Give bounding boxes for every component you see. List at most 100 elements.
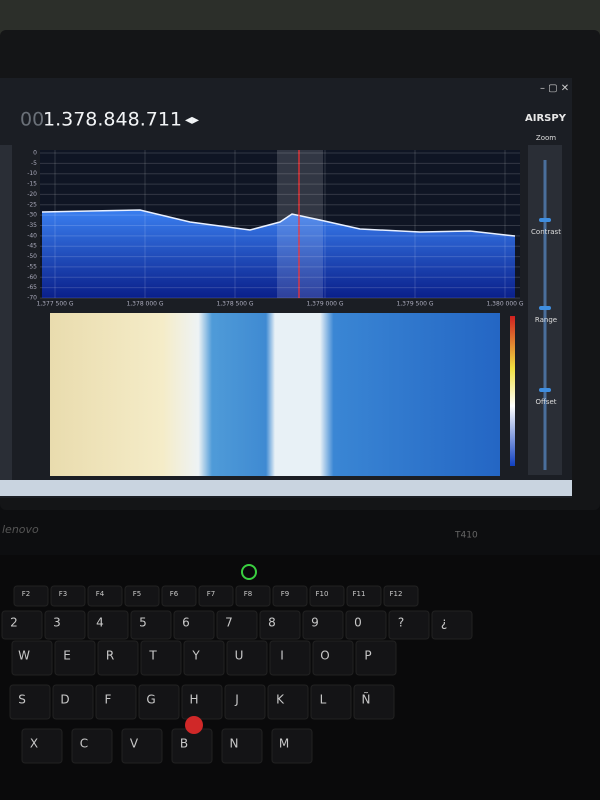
key[interactable] — [1, 610, 43, 640]
key-label: G — [146, 693, 155, 707]
key[interactable] — [383, 585, 419, 607]
key[interactable] — [54, 640, 96, 676]
key-label: S — [18, 693, 26, 707]
key-label: F12 — [390, 590, 403, 598]
key[interactable] — [235, 585, 271, 607]
key-label: 6 — [182, 616, 190, 630]
key-label: F11 — [353, 590, 366, 598]
key[interactable] — [97, 640, 139, 676]
key[interactable] — [140, 640, 182, 676]
logo: AIRSPY — [525, 113, 567, 124]
key[interactable] — [87, 610, 129, 640]
trackpoint[interactable] — [185, 716, 203, 734]
key-label: N — [230, 737, 239, 751]
key-label: 9 — [311, 616, 319, 630]
side-label: Range — [535, 316, 557, 324]
key-label: U — [235, 649, 244, 663]
spectrum-fill — [42, 210, 515, 298]
key-label: F9 — [281, 590, 289, 598]
key[interactable] — [11, 640, 53, 676]
x-label: 1,380 000 G — [486, 301, 523, 308]
key[interactable] — [272, 585, 308, 607]
slider-thumb[interactable] — [539, 388, 551, 392]
key[interactable] — [138, 684, 180, 720]
key-label: E — [63, 649, 71, 663]
key[interactable] — [345, 610, 387, 640]
key[interactable] — [173, 610, 215, 640]
key[interactable] — [269, 640, 311, 676]
key[interactable] — [52, 684, 94, 720]
key[interactable] — [124, 585, 160, 607]
key-label: V — [130, 737, 139, 751]
key[interactable] — [226, 640, 268, 676]
y-label: -60 — [27, 274, 37, 281]
waterfall — [50, 313, 500, 476]
y-label: -70 — [27, 295, 37, 302]
key-label: F5 — [133, 590, 141, 598]
tuning-arrows[interactable]: ◂▸ — [185, 112, 199, 128]
slider-thumb[interactable] — [539, 218, 551, 222]
spectrum-trace — [41, 209, 516, 237]
key[interactable] — [353, 684, 395, 720]
key[interactable] — [224, 684, 266, 720]
key[interactable] — [312, 640, 354, 676]
model: T410 — [454, 531, 478, 541]
key-label: F6 — [170, 590, 179, 598]
key[interactable] — [302, 610, 344, 640]
key-label: F — [105, 693, 112, 707]
key-label: Y — [191, 649, 200, 663]
filter-band[interactable] — [277, 150, 323, 298]
y-label: -45 — [27, 243, 37, 250]
key-label: W — [18, 649, 30, 663]
key[interactable] — [171, 728, 213, 764]
key-label: H — [189, 693, 198, 707]
key-label: I — [280, 649, 284, 663]
key-label: O — [320, 649, 329, 663]
x-label: 1,377 500 G — [36, 301, 73, 308]
y-label: -30 — [27, 212, 37, 219]
key[interactable] — [309, 585, 345, 607]
slider-thumb[interactable] — [539, 306, 551, 310]
y-label: -20 — [27, 191, 37, 198]
key[interactable] — [198, 585, 234, 607]
key[interactable] — [388, 610, 430, 640]
key[interactable] — [221, 728, 263, 764]
key[interactable] — [9, 684, 51, 720]
spectrum-labels: 0 -5 -10 -15 -20 -25 -30 -35 -40 -45 -50 -55 -60 -65 -… — [27, 150, 524, 308]
key-label: J — [234, 693, 239, 707]
key[interactable] — [21, 728, 63, 764]
key[interactable] — [87, 585, 123, 607]
key-label: P — [364, 649, 371, 663]
key[interactable] — [121, 728, 163, 764]
power-button[interactable] — [241, 564, 257, 580]
key[interactable] — [130, 610, 172, 640]
key[interactable] — [310, 684, 352, 720]
frequency-prefix: 00 — [20, 109, 44, 131]
key[interactable] — [267, 684, 309, 720]
y-label: -10 — [27, 170, 37, 177]
key[interactable] — [161, 585, 197, 607]
key[interactable] — [355, 640, 397, 676]
key[interactable] — [271, 728, 313, 764]
y-label: -50 — [27, 253, 37, 260]
key[interactable] — [13, 585, 49, 607]
key[interactable] — [259, 610, 301, 640]
key[interactable] — [95, 684, 137, 720]
key[interactable] — [183, 640, 225, 676]
key[interactable] — [346, 585, 382, 607]
key-label: 5 — [139, 616, 147, 630]
window-buttons[interactable]: – ▢ ✕ — [540, 83, 569, 94]
key[interactable] — [71, 728, 113, 764]
key-label: M — [279, 737, 289, 751]
key[interactable] — [216, 610, 258, 640]
key[interactable] — [50, 585, 86, 607]
key-label: C — [80, 737, 88, 751]
key[interactable] — [181, 684, 223, 720]
key[interactable] — [44, 610, 86, 640]
x-label: 1,378 500 G — [216, 301, 253, 308]
key[interactable] — [431, 610, 473, 640]
key-label: F3 — [59, 590, 67, 598]
key-label: 4 — [96, 616, 104, 630]
